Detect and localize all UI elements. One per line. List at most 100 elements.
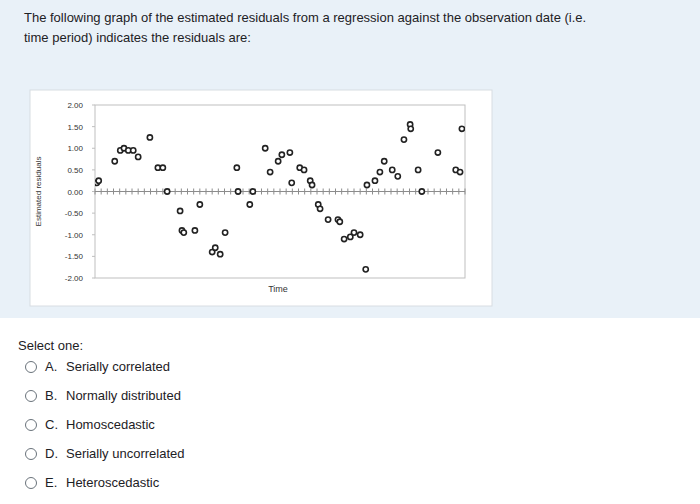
y-tick-label: -1.50 xyxy=(65,252,84,261)
x-tick xyxy=(193,189,194,195)
option-letter: C. xyxy=(45,417,58,432)
point xyxy=(358,232,363,237)
x-tick xyxy=(360,189,361,195)
y-tick xyxy=(92,213,95,214)
x-tick xyxy=(384,189,385,195)
point xyxy=(250,189,255,194)
point xyxy=(326,217,331,222)
radio-button[interactable] xyxy=(26,362,37,373)
option-text[interactable]: Homoscedastic xyxy=(66,417,155,432)
x-tick xyxy=(199,189,200,195)
radio-button[interactable] xyxy=(26,478,37,489)
x-tick xyxy=(434,189,435,195)
x-tick xyxy=(323,189,324,195)
y-tick-label: 1.50 xyxy=(67,123,83,132)
radio-button[interactable] xyxy=(26,449,37,460)
x-tick xyxy=(144,189,145,195)
x-tick xyxy=(397,189,398,195)
x-tick xyxy=(415,189,416,195)
points xyxy=(95,122,465,272)
x-tick xyxy=(366,189,367,195)
point xyxy=(435,150,440,155)
x-tick xyxy=(452,189,453,195)
x-tick xyxy=(107,189,108,195)
point xyxy=(309,182,314,187)
option-text[interactable]: Heteroscedastic xyxy=(66,475,160,490)
point xyxy=(218,252,223,257)
point xyxy=(235,189,240,194)
x-tick xyxy=(428,189,429,195)
point xyxy=(192,228,197,233)
point xyxy=(382,159,387,164)
x-tick xyxy=(181,189,182,195)
y-tick xyxy=(92,105,95,106)
point xyxy=(181,230,186,235)
point xyxy=(247,202,252,207)
radio-button[interactable] xyxy=(26,391,37,402)
plot-frame xyxy=(95,105,465,278)
x-tick xyxy=(347,189,348,195)
y-tick xyxy=(92,256,95,257)
x-tick xyxy=(378,189,379,195)
chart-background xyxy=(30,90,492,306)
point xyxy=(279,152,284,157)
option-text[interactable]: Serially correlated xyxy=(66,359,170,374)
x-tick xyxy=(354,189,355,195)
x-tick xyxy=(391,189,392,195)
x-tick xyxy=(440,189,441,195)
point xyxy=(96,178,101,183)
point xyxy=(363,267,368,272)
point xyxy=(178,208,183,213)
point xyxy=(131,148,136,153)
x-tick xyxy=(156,189,157,195)
x-tick xyxy=(304,189,305,195)
point xyxy=(276,159,281,164)
x-tick xyxy=(317,189,318,195)
prompt: Select one: xyxy=(18,338,83,353)
point xyxy=(289,180,294,185)
option-letter: A. xyxy=(45,359,57,374)
radio-button[interactable] xyxy=(26,420,37,431)
option-letter: B. xyxy=(45,388,57,403)
option-text[interactable]: Normally distributed xyxy=(66,388,181,403)
y-tick xyxy=(92,234,95,235)
page-background xyxy=(0,0,700,504)
x-tick xyxy=(409,189,410,195)
point xyxy=(395,174,400,179)
y-tick-label: -0.50 xyxy=(65,209,84,218)
option-letter: D. xyxy=(45,446,58,461)
x-tick xyxy=(119,189,120,195)
point xyxy=(372,178,377,183)
point xyxy=(223,230,228,235)
option-text[interactable]: Serially uncorrelated xyxy=(66,446,185,461)
y-tick-label: 1.00 xyxy=(67,144,83,153)
y-tick-label: -2.00 xyxy=(65,274,84,283)
x-tick xyxy=(286,189,287,195)
point xyxy=(213,245,218,250)
x-tick xyxy=(132,189,133,195)
point xyxy=(377,169,382,174)
point xyxy=(457,169,462,174)
point xyxy=(408,126,413,131)
point xyxy=(364,182,369,187)
y-tick-label: 2.00 xyxy=(67,101,83,110)
point xyxy=(419,189,424,194)
point xyxy=(263,146,268,151)
x-tick xyxy=(298,189,299,195)
point xyxy=(459,126,464,131)
point xyxy=(112,159,117,164)
question-background xyxy=(0,0,700,318)
x-tick xyxy=(267,189,268,195)
x-tick xyxy=(187,189,188,195)
point xyxy=(287,150,292,155)
x-tick xyxy=(125,189,126,195)
x-tick xyxy=(372,189,373,195)
page: The following graph of the estimated res… xyxy=(0,0,700,504)
point xyxy=(197,202,202,207)
point xyxy=(301,167,306,172)
x-tick xyxy=(224,189,225,195)
x-tick xyxy=(218,189,219,195)
point xyxy=(147,135,152,140)
y-tick xyxy=(92,169,95,170)
point xyxy=(165,189,170,194)
